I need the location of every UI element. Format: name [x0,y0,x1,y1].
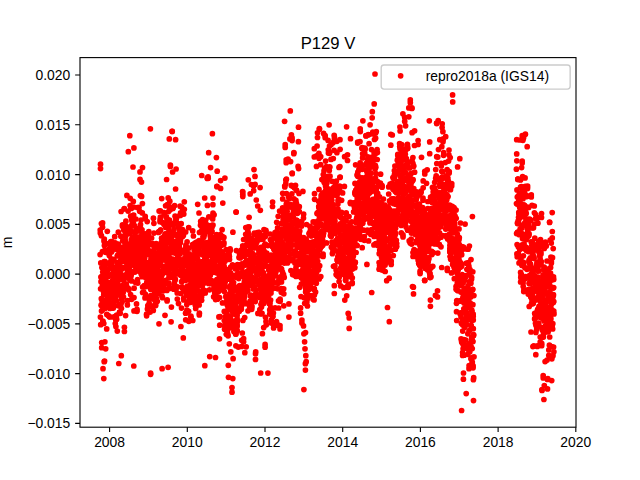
svg-text:2016: 2016 [405,434,436,450]
svg-text:−0.005: −0.005 [27,316,70,332]
svg-text:repro2018a (IGS14): repro2018a (IGS14) [426,68,549,84]
svg-text:0.020: 0.020 [36,67,71,83]
svg-text:2014: 2014 [327,434,358,450]
svg-text:2010: 2010 [172,434,203,450]
svg-text:0.005: 0.005 [36,216,71,232]
svg-text:0.010: 0.010 [36,167,71,183]
svg-text:0.015: 0.015 [36,117,71,133]
svg-text:2018: 2018 [483,434,514,450]
svg-text:−0.015: −0.015 [27,415,70,431]
svg-text:m: m [0,237,15,249]
svg-text:0.000: 0.000 [36,266,71,282]
svg-text:2020: 2020 [560,434,591,450]
svg-text:2012: 2012 [250,434,281,450]
svg-text:2008: 2008 [94,434,125,450]
svg-text:−0.010: −0.010 [27,366,70,382]
svg-text:P129 V: P129 V [301,34,357,53]
